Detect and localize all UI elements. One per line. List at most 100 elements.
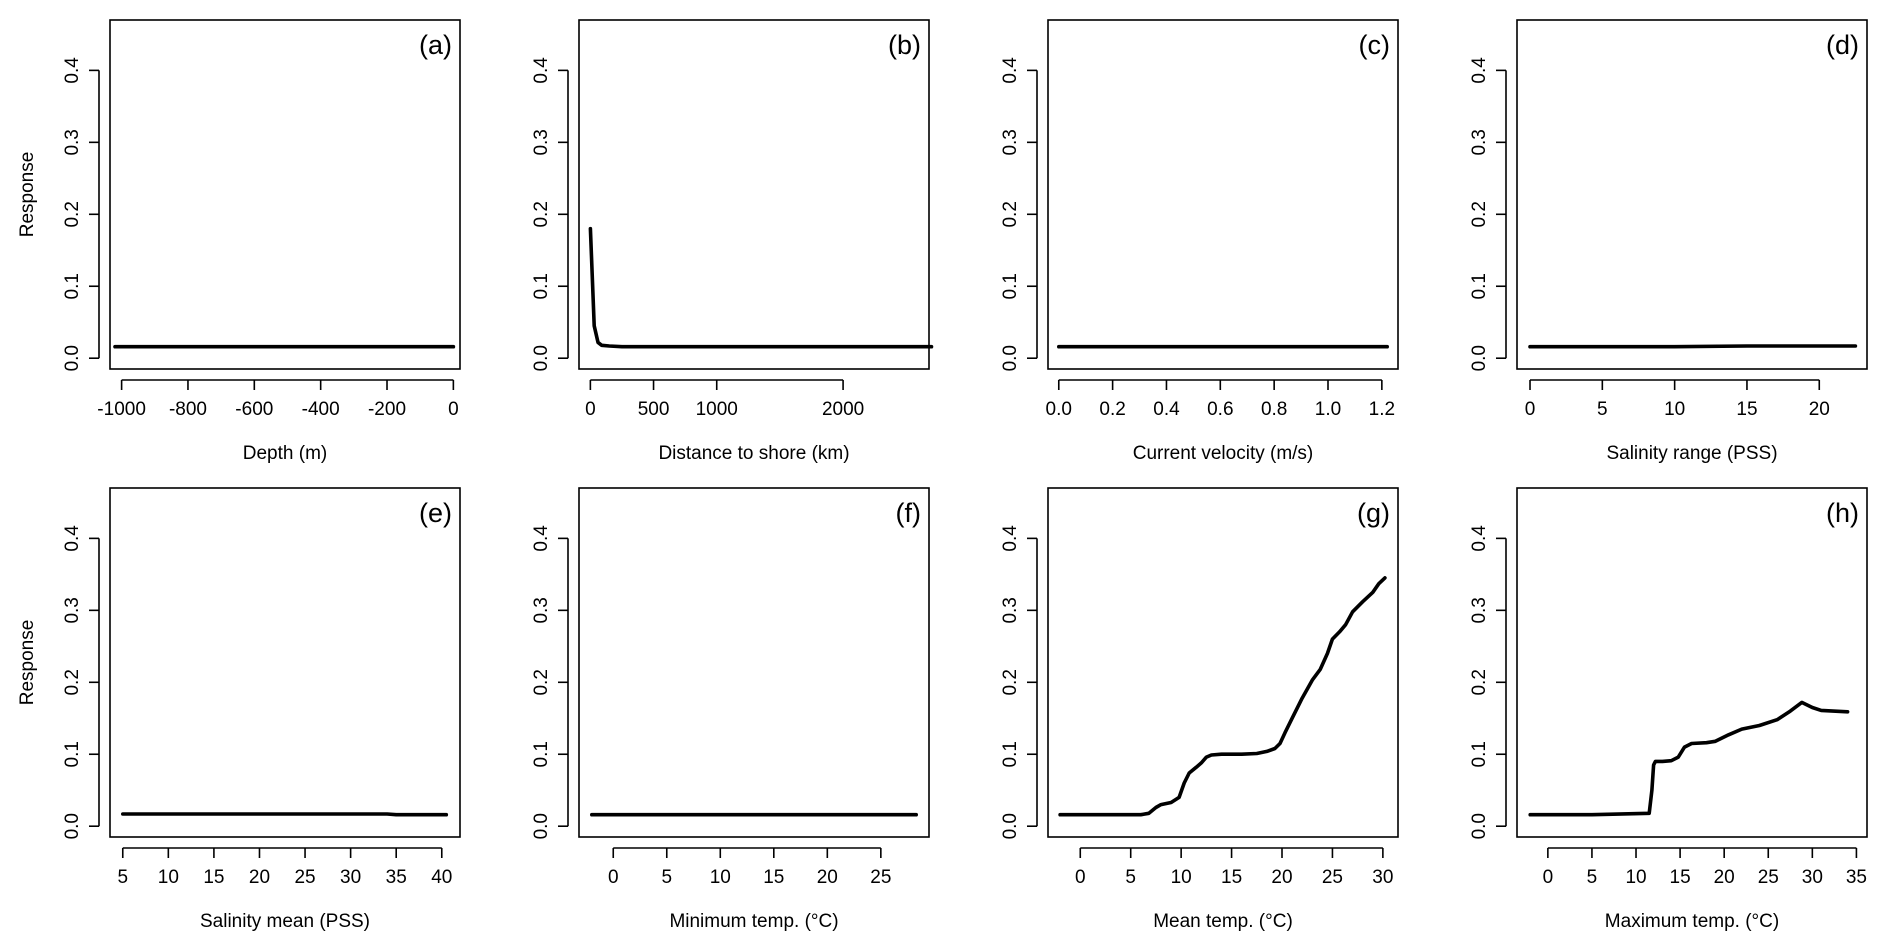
y-tick-label: 0.2 <box>62 201 83 227</box>
x-tick-label: 35 <box>1846 867 1867 888</box>
y-tick-label: 0.3 <box>531 129 552 155</box>
panel-a: -1000 -800 -600 -400 -200 0 Depth (m) 0.0 0.1 0.2… <box>17 19 461 464</box>
panel-label: (g) <box>1357 498 1390 528</box>
y-tick-label: 0.1 <box>1000 741 1021 767</box>
x-tick-label: 0.4 <box>1153 399 1180 420</box>
panel-f: 0 5 10 15 20 25 Minimum temp. (°C) 0.0 0.1 0.2 0.3… <box>531 487 930 932</box>
y-tick-label: 0.4 <box>62 525 83 552</box>
x-tick-label: 0 <box>448 399 459 420</box>
y-tick-label: 0.0 <box>531 813 552 839</box>
y-tick-label: 0.4 <box>1469 57 1490 84</box>
x-axis-label: Maximum temp. (°C) <box>1605 911 1779 932</box>
x-tick-label: 20 <box>1809 399 1830 420</box>
plot-frame <box>1516 19 1868 370</box>
x-tick-label: 30 <box>1802 867 1823 888</box>
x-tick-label: 10 <box>1625 867 1646 888</box>
x-tick-label: 1000 <box>696 399 738 420</box>
panel-label: (h) <box>1826 498 1859 528</box>
x-tick-label: 15 <box>763 867 784 888</box>
x-tick-label: -600 <box>235 399 273 420</box>
x-tick-label: 0 <box>585 399 596 420</box>
y-tick-label: 0.2 <box>531 201 552 227</box>
response-curve <box>1058 576 1387 817</box>
y-tick-label: 0.0 <box>62 345 83 371</box>
x-tick-label: 0 <box>1525 399 1536 420</box>
panel-b: 0 500 1000 2000 Distance to shore (km) 0.0 0.1… <box>531 19 934 464</box>
x-tick-label: 20 <box>249 867 270 888</box>
response-curve <box>1528 700 1850 817</box>
plot-frame <box>109 487 461 838</box>
plot-frame <box>1047 19 1399 370</box>
panel-label: (f) <box>896 498 921 528</box>
x-tick-label: 5 <box>661 867 672 888</box>
y-tick-label: 0.1 <box>62 273 83 299</box>
panel-label: (a) <box>419 30 452 60</box>
x-tick-label: 25 <box>870 867 891 888</box>
y-tick-label: 0.2 <box>531 669 552 695</box>
x-tick-label: 20 <box>1271 867 1292 888</box>
x-tick-label: 10 <box>1664 399 1685 420</box>
y-tick-label: 0.3 <box>62 597 83 623</box>
x-tick-label: 10 <box>158 867 179 888</box>
x-tick-label: 5 <box>1587 867 1598 888</box>
x-tick-label: -800 <box>169 399 207 420</box>
x-tick-label: -400 <box>302 399 340 420</box>
x-tick-label: 0 <box>1075 867 1086 888</box>
panel-g: 0 5 10 15 20 25 30 Mean temp. (°C) 0.0 0.1 0.2 0.3 0… <box>1000 487 1399 932</box>
panel-d: 0 5 10 15 20 Salinity range (PSS) 0.0 0.1 0.2 0.3… <box>1469 19 1868 464</box>
y-tick-label: 0.0 <box>1000 345 1021 371</box>
y-tick-label: 0.4 <box>531 57 552 84</box>
x-tick-label: 20 <box>817 867 838 888</box>
x-tick-label: 35 <box>386 867 407 888</box>
y-tick-label: 0.1 <box>1469 273 1490 299</box>
x-tick-label: 30 <box>340 867 361 888</box>
x-axis-label: Salinity range (PSS) <box>1606 443 1777 464</box>
x-tick-label: 0.8 <box>1261 399 1287 420</box>
response-curve <box>1528 344 1858 349</box>
panel-label: (b) <box>888 30 921 60</box>
y-tick-label: 0.0 <box>1469 813 1490 839</box>
x-axis-label: Distance to shore (km) <box>658 443 849 464</box>
response-curve <box>588 226 934 349</box>
x-axis-label: Depth (m) <box>243 443 327 464</box>
plot-frame <box>109 19 461 370</box>
y-tick-label: 0.3 <box>1469 129 1490 155</box>
x-tick-label: -200 <box>368 399 406 420</box>
y-tick-label: 0.1 <box>531 273 552 299</box>
y-tick-label: 0.0 <box>1469 345 1490 371</box>
x-axis-label: Salinity mean (PSS) <box>200 911 370 932</box>
plot-frame <box>578 19 930 370</box>
y-axis-label: Response <box>17 152 38 238</box>
y-tick-label: 0.3 <box>531 597 552 623</box>
y-tick-label: 0.4 <box>1000 57 1021 84</box>
y-tick-label: 0.4 <box>62 57 83 84</box>
y-tick-label: 0.2 <box>1000 669 1021 695</box>
y-tick-label: 0.4 <box>1000 525 1021 552</box>
panel-h: 0 5 10 15 20 25 30 35 Maximum temp. (°C) 0.0 0.1 0.… <box>1469 487 1868 932</box>
x-tick-label: 25 <box>1322 867 1343 888</box>
x-axis-label: Minimum temp. (°C) <box>669 911 838 932</box>
x-tick-label: -1000 <box>97 399 146 420</box>
y-tick-label: 0.2 <box>1469 669 1490 695</box>
x-tick-label: 0 <box>1543 867 1554 888</box>
y-tick-label: 0.1 <box>531 741 552 767</box>
y-tick-label: 0.3 <box>62 129 83 155</box>
x-tick-label: 15 <box>1670 867 1691 888</box>
x-tick-label: 5 <box>1597 399 1608 420</box>
y-tick-label: 0.0 <box>62 813 83 839</box>
x-tick-label: 20 <box>1714 867 1735 888</box>
y-tick-label: 0.3 <box>1000 129 1021 155</box>
x-tick-label: 500 <box>638 399 670 420</box>
x-tick-label: 10 <box>1171 867 1192 888</box>
y-tick-label: 0.0 <box>1000 813 1021 839</box>
x-tick-label: 0 <box>608 867 619 888</box>
y-tick-label: 0.2 <box>1000 201 1021 227</box>
x-tick-label: 0.6 <box>1207 399 1233 420</box>
x-tick-label: 25 <box>1758 867 1779 888</box>
y-tick-label: 0.0 <box>531 345 552 371</box>
panel-label: (d) <box>1826 30 1859 60</box>
x-tick-label: 1.2 <box>1369 399 1395 420</box>
y-tick-label: 0.3 <box>1000 597 1021 623</box>
y-tick-label: 0.2 <box>1469 201 1490 227</box>
